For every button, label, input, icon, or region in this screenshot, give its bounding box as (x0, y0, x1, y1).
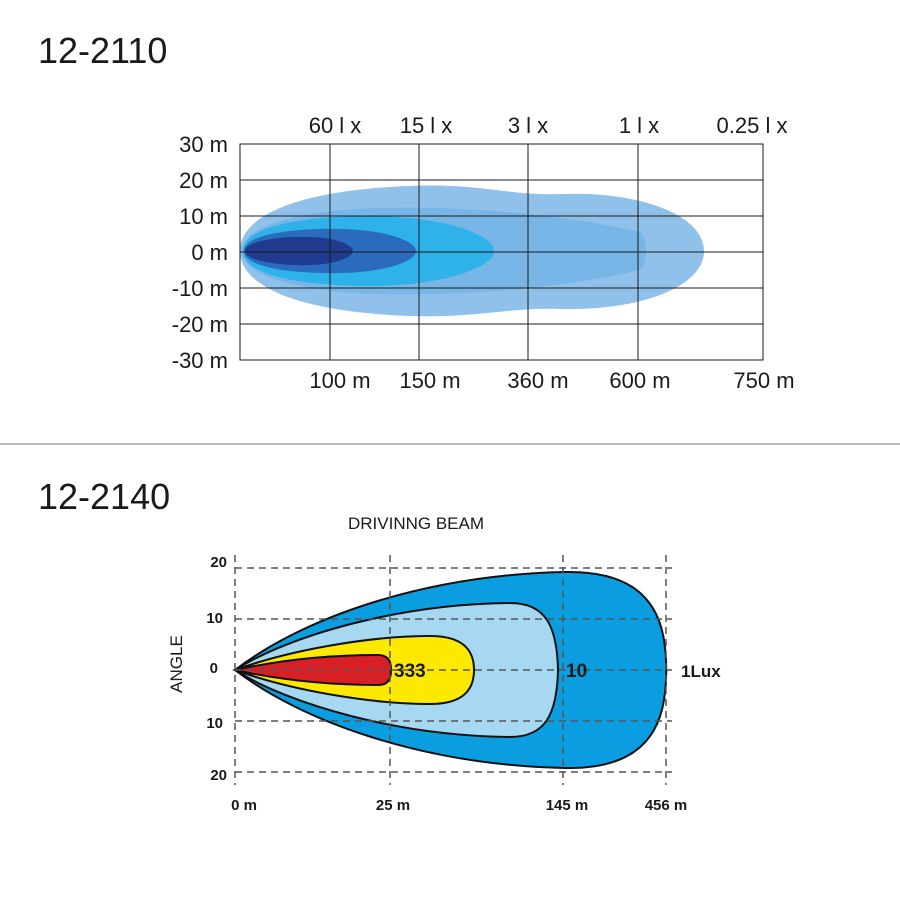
c1-ytick-20: 20 m (179, 168, 228, 193)
c2-xtick-145: 145 m (546, 797, 589, 814)
chart-12-2140: DRIVINNG BEAM ANGLE 20 10 0 10 20 (167, 514, 721, 814)
c2-label-1lux: 1Lux (681, 662, 721, 681)
c2-xtick-456: 456 m (645, 797, 688, 814)
c2-ytick-0: 0 (210, 660, 218, 677)
c1-lux-15: 15 l x (400, 113, 453, 138)
chart1-grid (239, 143, 764, 361)
c1-xtick-360: 360 m (507, 368, 568, 393)
c2-label-333: 333 (394, 661, 426, 682)
c1-xtick-600: 600 m (609, 368, 670, 393)
c2-ytick-20-top: 20 (210, 554, 227, 571)
beam-area-60lx (245, 236, 353, 266)
c1-lux-1: 1 l x (619, 113, 659, 138)
c2-ytick-10-bottom: 10 (206, 715, 223, 732)
c1-ytick-neg20: -20 m (172, 312, 228, 337)
c1-ytick-neg10: -10 m (172, 276, 228, 301)
c2-label-10: 10 (566, 661, 587, 682)
c2-xtick-25: 25 m (376, 797, 410, 814)
c1-xtick-150: 150 m (399, 368, 460, 393)
c1-ytick-30: 30 m (179, 132, 228, 157)
c1-xtick-100: 100 m (309, 368, 370, 393)
c1-lux-3: 3 l x (508, 113, 548, 138)
chart-12-2110: 30 m 20 m 10 m 0 m -10 m -20 m -30 m 60 … (172, 113, 795, 393)
c1-ytick-neg30: -30 m (172, 348, 228, 373)
c1-ytick-10: 10 m (179, 204, 228, 229)
model-title-12-2140: 12-2140 (38, 476, 171, 517)
section-divider (0, 443, 900, 445)
c2-ylabel: ANGLE (167, 635, 186, 693)
c2-grid (234, 555, 672, 785)
c2-ytick-10-top: 10 (206, 610, 223, 627)
c1-lux-60: 60 l x (309, 113, 362, 138)
c1-ytick-0: 0 m (191, 240, 228, 265)
c2-ytick-20-bottom: 20 (210, 767, 227, 784)
c2-title: DRIVINNG BEAM (348, 514, 484, 533)
c2-xtick-0: 0 m (231, 797, 257, 814)
model-title-12-2110: 12-2110 (38, 30, 168, 71)
c1-xtick-750: 750 m (733, 368, 794, 393)
c1-lux-0-25: 0.25 l x (717, 113, 788, 138)
